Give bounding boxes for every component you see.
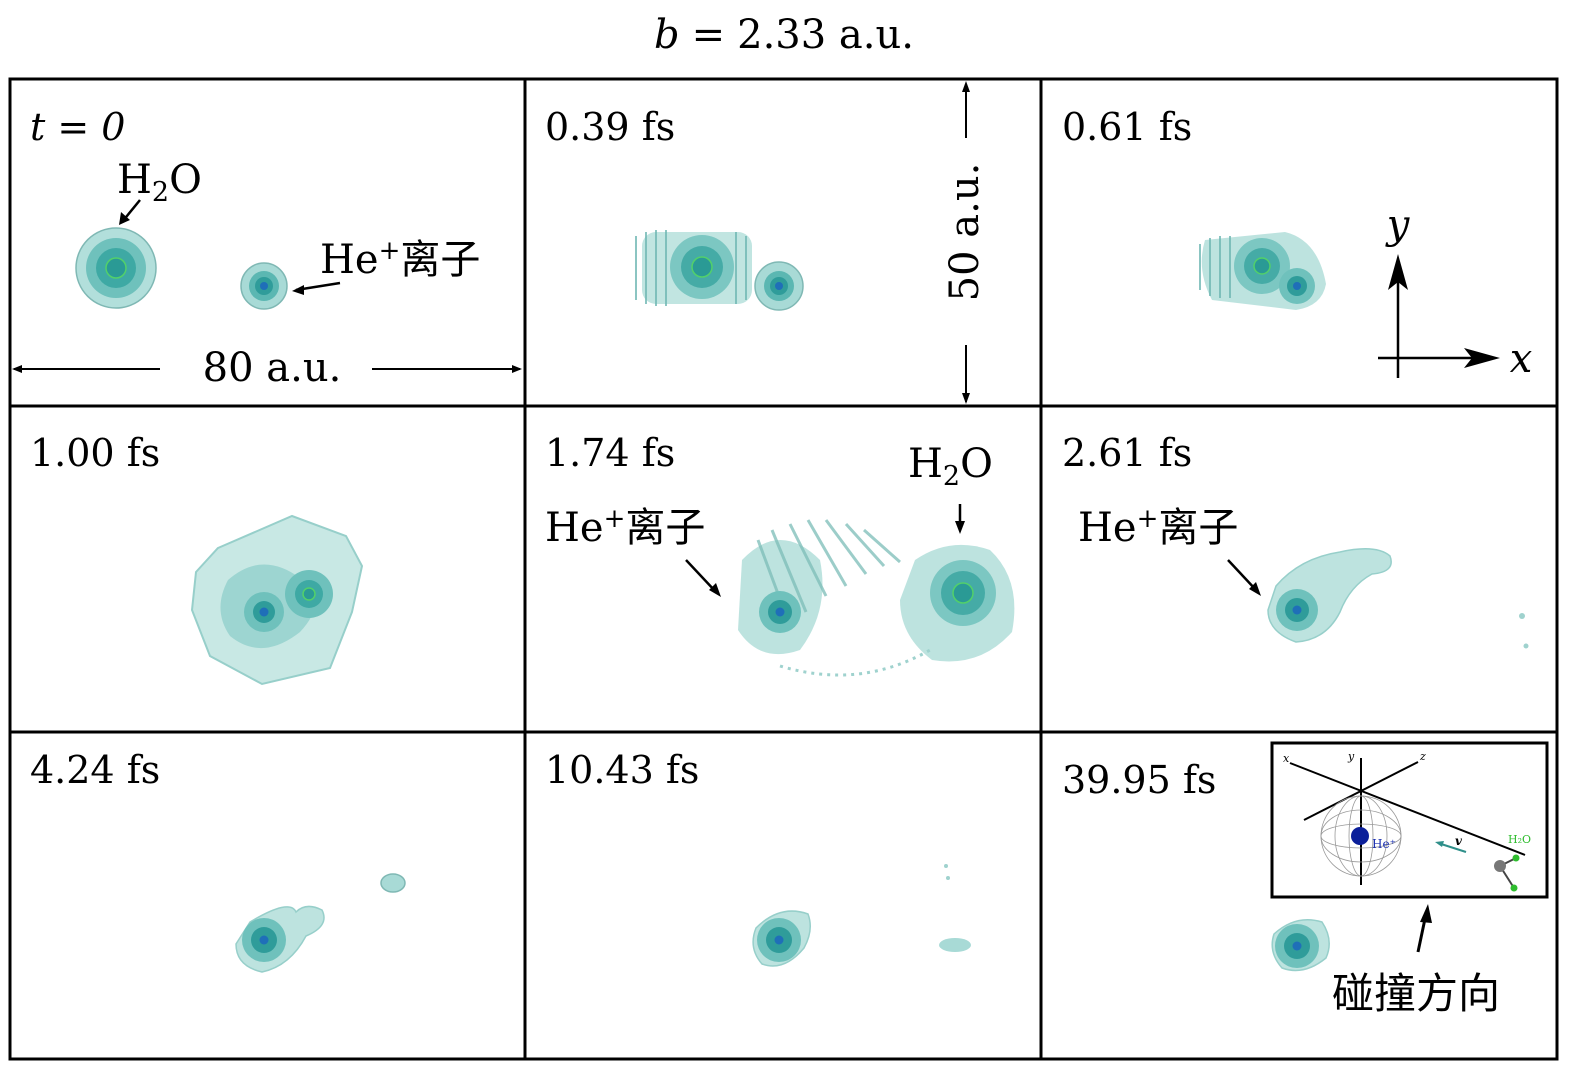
panel-9: He⁺ x y z v H₂O 碰撞方向	[1270, 741, 1549, 1018]
height-scale: 50 a.u.	[942, 81, 988, 404]
he-ion-label: He+离子	[320, 236, 480, 283]
panel-time-labels: t = 0 0.39 fs 0.61 fs 1.00 fs 1.74 fs 2.…	[30, 105, 1216, 802]
panel-1-time: t = 0	[30, 105, 125, 149]
he-ion-label: He+离子	[545, 504, 705, 551]
inset-he-label: He⁺	[1372, 837, 1396, 851]
he-core	[1275, 924, 1319, 968]
panel-4-time: 1.00 fs	[30, 431, 160, 475]
panel-8	[752, 864, 971, 967]
h2o-cloud	[900, 544, 1015, 662]
panel-6: He+离子	[1078, 504, 1529, 649]
inset-h2o-label: H₂O	[1508, 833, 1531, 846]
inset-velocity-label: v	[1455, 834, 1463, 848]
panel-grid	[8, 77, 1559, 1061]
h2o-cloud	[75, 227, 157, 309]
width-scale-label: 80 a.u.	[203, 345, 342, 391]
fragment-blob	[380, 873, 406, 893]
width-scale: 80 a.u.	[12, 345, 522, 391]
panel-2-time: 0.39 fs	[545, 105, 675, 149]
h2o-label: H2O	[117, 157, 202, 208]
panel-5: H2O He+离子	[545, 441, 1015, 677]
panel-3-time: 0.61 fs	[1062, 105, 1192, 149]
collision-direction-label: 碰撞方向	[1332, 969, 1500, 1018]
he-core	[242, 918, 286, 962]
axis-x-label: x	[1510, 336, 1533, 382]
he-ion-cloud	[240, 262, 288, 310]
panel-6-time: 2.61 fs	[1062, 431, 1192, 475]
inset-axis-z: z	[1419, 750, 1426, 763]
panel-8-time: 10.43 fs	[545, 748, 699, 792]
fragment-blob	[939, 938, 971, 952]
panel-2: 50 a.u.	[635, 81, 988, 404]
panel-1: H2O He+离子 80 a.u.	[12, 157, 522, 391]
axis-y-label: y	[1385, 202, 1411, 248]
inset-axis-x: x	[1283, 752, 1290, 765]
panel-9-time: 39.95 fs	[1062, 758, 1216, 802]
h2o-core	[285, 570, 333, 618]
axis-indicator: y x	[1378, 202, 1532, 382]
he-core	[244, 592, 284, 632]
he-ion-label: He+离子	[1078, 504, 1238, 551]
collision-inset: He⁺ x y z v H₂O	[1270, 741, 1549, 899]
height-scale-label: 50 a.u.	[942, 163, 988, 302]
he-ion-cloud	[738, 519, 901, 655]
inset-he-ball	[1351, 827, 1369, 845]
panel-4	[190, 514, 364, 686]
trailing-wisps	[779, 648, 931, 677]
inset-h2o-molecule	[1494, 854, 1520, 892]
h2o-cloud	[635, 230, 752, 306]
he-core	[1276, 589, 1318, 631]
h2o-label: H2O	[908, 441, 993, 492]
he-core	[757, 918, 801, 962]
inset-sphere	[1320, 795, 1402, 877]
figure-title: b = 2.33 a.u.	[654, 12, 914, 58]
panel-7-time: 4.24 fs	[30, 748, 160, 792]
merged-cloud	[1199, 232, 1326, 310]
panel-3: y x	[1199, 202, 1532, 382]
panel-7	[235, 873, 406, 973]
inset-axis-y: y	[1347, 750, 1355, 763]
panel-5-time: 1.74 fs	[545, 431, 675, 475]
he-ion-cloud	[754, 261, 804, 311]
